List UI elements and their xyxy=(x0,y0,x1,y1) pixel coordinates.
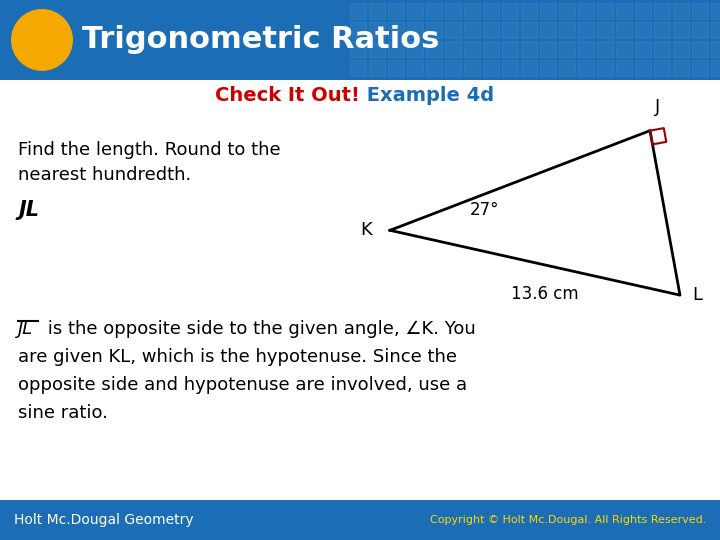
Bar xyxy=(635,41,651,57)
Text: Find the length. Round to the: Find the length. Round to the xyxy=(18,140,281,159)
Bar xyxy=(407,41,423,57)
Bar xyxy=(369,22,385,38)
Bar xyxy=(692,41,708,57)
Bar xyxy=(559,22,575,38)
Text: Check It Out!: Check It Out! xyxy=(215,86,360,105)
Bar xyxy=(711,60,720,76)
Bar xyxy=(654,3,670,19)
Bar xyxy=(635,60,651,76)
Bar xyxy=(635,22,651,38)
Bar xyxy=(635,3,651,19)
Bar xyxy=(483,22,499,38)
Bar xyxy=(711,22,720,38)
Text: are given KL, which is the hypotenuse. Since the: are given KL, which is the hypotenuse. S… xyxy=(18,348,457,366)
Bar xyxy=(654,41,670,57)
Bar xyxy=(407,3,423,19)
Bar xyxy=(350,60,366,76)
Bar xyxy=(350,3,366,19)
Bar xyxy=(559,41,575,57)
Bar xyxy=(692,22,708,38)
Text: opposite side and hypotenuse are involved, use a: opposite side and hypotenuse are involve… xyxy=(18,376,467,394)
Text: JL: JL xyxy=(18,200,39,220)
Bar xyxy=(502,3,518,19)
Bar xyxy=(483,60,499,76)
Bar xyxy=(692,60,708,76)
Bar xyxy=(673,41,689,57)
Bar xyxy=(616,22,632,38)
Bar xyxy=(559,3,575,19)
Bar xyxy=(540,41,556,57)
Bar xyxy=(426,3,442,19)
Bar xyxy=(616,3,632,19)
Bar xyxy=(559,60,575,76)
Text: Trigonometric Ratios: Trigonometric Ratios xyxy=(82,25,439,55)
Bar xyxy=(369,60,385,76)
Text: sine ratio.: sine ratio. xyxy=(18,404,108,422)
Bar xyxy=(350,22,366,38)
Bar xyxy=(540,60,556,76)
Bar xyxy=(407,22,423,38)
Bar xyxy=(388,41,404,57)
Bar xyxy=(673,60,689,76)
Text: JL: JL xyxy=(18,320,33,338)
Bar xyxy=(464,60,480,76)
Bar xyxy=(654,60,670,76)
Ellipse shape xyxy=(11,9,73,71)
Bar xyxy=(711,41,720,57)
Bar xyxy=(388,22,404,38)
Bar xyxy=(616,60,632,76)
Bar xyxy=(464,41,480,57)
Text: J: J xyxy=(655,98,660,116)
Bar xyxy=(502,41,518,57)
Bar xyxy=(426,60,442,76)
Bar xyxy=(483,41,499,57)
Bar xyxy=(673,3,689,19)
Bar xyxy=(578,60,594,76)
Bar xyxy=(445,3,461,19)
Bar xyxy=(521,60,537,76)
Text: nearest hundredth.: nearest hundredth. xyxy=(18,166,192,184)
Bar xyxy=(445,41,461,57)
Bar xyxy=(407,60,423,76)
Bar xyxy=(464,3,480,19)
Bar xyxy=(521,41,537,57)
Bar xyxy=(654,22,670,38)
Bar xyxy=(388,60,404,76)
Bar xyxy=(540,3,556,19)
Bar xyxy=(521,22,537,38)
Text: 13.6 cm: 13.6 cm xyxy=(511,285,579,302)
Bar xyxy=(483,3,499,19)
Text: L: L xyxy=(692,286,702,304)
Bar xyxy=(369,3,385,19)
Bar xyxy=(578,41,594,57)
Bar xyxy=(673,22,689,38)
Bar xyxy=(426,22,442,38)
Text: is the opposite side to the given angle, ∠K. You: is the opposite side to the given angle,… xyxy=(42,320,476,338)
Bar xyxy=(388,3,404,19)
Bar xyxy=(350,41,366,57)
Bar xyxy=(597,22,613,38)
Bar xyxy=(597,3,613,19)
Bar xyxy=(369,41,385,57)
Bar xyxy=(502,60,518,76)
Text: Copyright © Holt Mc.Dougal. All Rights Reserved.: Copyright © Holt Mc.Dougal. All Rights R… xyxy=(430,515,706,525)
Bar xyxy=(692,3,708,19)
Text: K: K xyxy=(360,221,372,239)
Bar xyxy=(578,3,594,19)
Bar xyxy=(502,22,518,38)
Bar xyxy=(597,41,613,57)
Bar xyxy=(597,60,613,76)
Bar xyxy=(464,22,480,38)
Text: Example 4d: Example 4d xyxy=(360,86,494,105)
Bar xyxy=(445,22,461,38)
Bar xyxy=(445,60,461,76)
Bar xyxy=(711,3,720,19)
Bar xyxy=(426,41,442,57)
Bar xyxy=(578,22,594,38)
Text: Holt Mc.Dougal Geometry: Holt Mc.Dougal Geometry xyxy=(14,513,194,526)
Bar xyxy=(616,41,632,57)
Text: 27°: 27° xyxy=(470,201,500,219)
Bar xyxy=(540,22,556,38)
Bar xyxy=(521,3,537,19)
